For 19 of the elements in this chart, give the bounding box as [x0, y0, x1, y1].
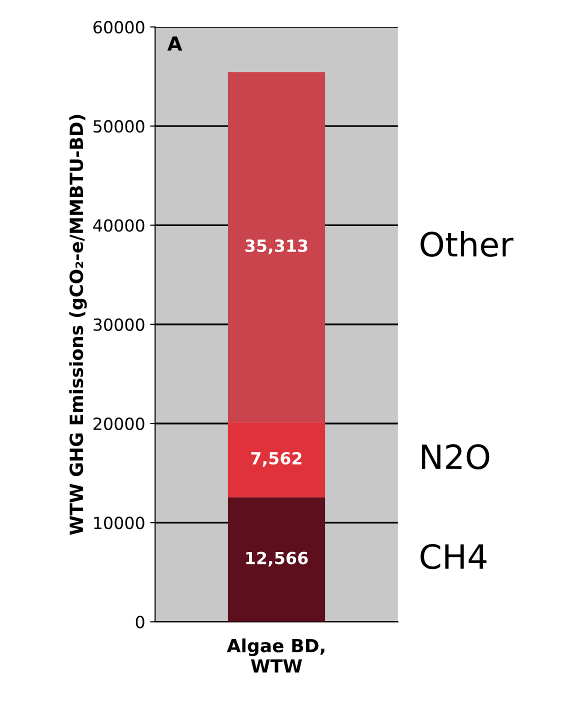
- text: CH4: [420, 544, 486, 570]
- bar: [228, 422, 326, 498]
- text: N2O: [422, 444, 490, 470]
- text: Other: [420, 231, 514, 257]
- y-tick-label: 50000: [94, 120, 144, 133]
- x-tick-label: Algae BD, WTW: [226, 638, 324, 673]
- y-tick-label: 20000: [94, 417, 144, 430]
- data-label: 7,562: [251, 452, 302, 467]
- annotation: A: [167, 36, 182, 51]
- y-tick-label: 30000: [94, 318, 144, 331]
- bar: [228, 497, 326, 622]
- y-axis-title: WTW GHG Emissions (gCO₂-e/MMBTU-BD): [69, 114, 87, 535]
- y-tick-label: 40000: [93, 219, 144, 232]
- data-label: 35,313: [245, 239, 308, 254]
- data-label: 12,566: [246, 552, 308, 566]
- bar: [228, 72, 326, 422]
- y-tick-label: 10000: [94, 516, 144, 530]
- y-tick-label: 0: [136, 616, 144, 628]
- y-tick-label: 60000: [94, 20, 144, 34]
